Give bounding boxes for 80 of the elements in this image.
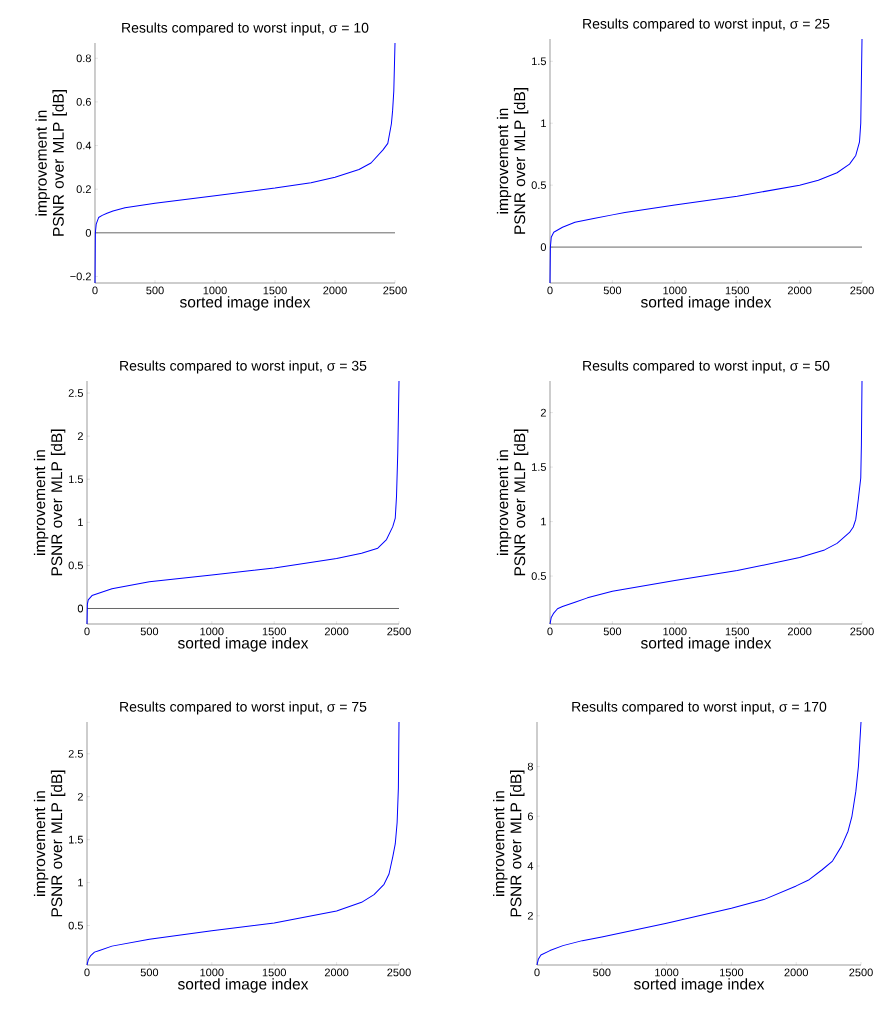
y-tick-label: 2.5	[68, 749, 83, 758]
x-tick-label: 2500	[849, 968, 873, 977]
y-tick-label: 1	[78, 878, 83, 887]
x-tick-label: 500	[140, 968, 159, 977]
y-tick-label: 2	[527, 911, 533, 920]
x-tick-label: 2500	[383, 286, 407, 295]
y-tick-label: 4	[527, 862, 534, 870]
y-tick-label: 0	[540, 243, 547, 251]
x-tick-label: 2000	[324, 968, 349, 977]
y-tick-label: 2.5	[68, 389, 83, 397]
x-tick-label: 1000	[203, 286, 227, 295]
x-axis-title: sorted image index	[640, 296, 772, 311]
x-tick-label: 0	[547, 627, 553, 636]
x-tick-label: 2000	[784, 968, 808, 977]
x-tick-label: 2500	[387, 627, 411, 636]
x-tick-label: 1000	[663, 286, 687, 295]
y-tick-label: 0.4	[76, 141, 92, 150]
chart-title: Results compared to worst input, σ = 75	[120, 701, 367, 715]
y-tick-label: 0	[77, 604, 84, 613]
y-tick-label: −0.2	[70, 272, 91, 281]
y-tick-label: 1.5	[69, 835, 83, 844]
x-tick-label: 2000	[787, 627, 812, 636]
x-tick-label: 1000	[663, 627, 687, 636]
y-tick-label: 0.5	[531, 181, 546, 190]
x-tick-label: 1000	[655, 968, 679, 977]
y-tick-label: 1	[541, 517, 546, 526]
x-tick-label: 1500	[725, 286, 749, 295]
x-axis-title: sorted image index	[177, 978, 309, 993]
x-tick-label: 1500	[263, 286, 287, 295]
x-axis-title: sorted image index	[640, 637, 772, 652]
y-tick-label: 1.5	[532, 57, 546, 66]
x-tick-label: 500	[603, 627, 622, 636]
chart-title: Results compared to worst input, σ = 50	[583, 360, 830, 374]
y-tick-label: 8	[527, 762, 533, 771]
x-tick-label: 500	[140, 627, 159, 636]
x-tick-label: 2500	[850, 627, 874, 636]
y-tick-label: 0.6	[76, 98, 91, 106]
chart-title: Results compared to worst input, σ = 10	[122, 22, 369, 36]
x-axis-title: sorted image index	[633, 978, 765, 993]
x-axis-title: sorted image index	[177, 637, 309, 652]
y-tick-label: 0.5	[68, 921, 83, 930]
y-tick-label: 2	[540, 408, 546, 417]
chart-title: Results compared to worst input, σ = 25	[583, 18, 830, 32]
x-axis-title: sorted image index	[179, 296, 311, 311]
x-tick-label: 1500	[262, 968, 286, 977]
y-tick-label: 1.5	[532, 463, 546, 471]
x-tick-label: 2000	[787, 286, 812, 295]
x-tick-label: 1000	[200, 627, 224, 636]
y-tick-label: 6	[527, 812, 533, 821]
chart-title: Results compared to worst input, σ = 170	[572, 701, 827, 715]
x-tick-label: 2000	[323, 286, 347, 295]
chart-title: Results compared to worst input, σ = 35	[120, 360, 367, 374]
y-axis-title: improvement in PSNR over MLP [dB]	[33, 770, 66, 917]
y-tick-label: 2	[77, 432, 83, 440]
x-tick-label: 500	[146, 286, 164, 295]
y-axis-title: improvement in PSNR over MLP [dB]	[496, 88, 529, 234]
x-tick-label: 2500	[387, 968, 411, 977]
y-tick-label: 1	[541, 119, 546, 128]
x-tick-label: 0	[92, 286, 98, 295]
y-tick-label: 1.5	[69, 475, 83, 484]
y-axis-title: improvement in PSNR over MLP [dB]	[493, 770, 525, 917]
x-tick-label: 1500	[262, 627, 286, 636]
y-axis-title: improvement in PSNR over MLP [dB]	[35, 90, 67, 236]
x-tick-label: 1500	[725, 627, 749, 636]
y-tick-label: 0.2	[76, 185, 91, 194]
x-tick-label: 1000	[200, 968, 224, 977]
x-tick-label: 1500	[720, 968, 744, 977]
x-tick-label: 0	[547, 286, 553, 295]
y-tick-label: 2	[77, 792, 83, 801]
y-tick-label: 0.8	[76, 54, 91, 63]
y-tick-label: 1	[78, 518, 83, 527]
y-tick-label: 0.5	[531, 572, 546, 580]
x-tick-label: 500	[593, 968, 611, 977]
y-tick-label: 0	[85, 228, 92, 237]
y-tick-label: 0.5	[68, 561, 83, 570]
x-tick-label: 2500	[850, 286, 874, 295]
y-axis-title: improvement in PSNR over MLP [dB]	[33, 429, 66, 576]
x-tick-label: 2000	[324, 627, 349, 636]
x-tick-label: 500	[603, 286, 622, 295]
y-axis-title: improvement in PSNR over MLP [dB]	[496, 429, 529, 576]
